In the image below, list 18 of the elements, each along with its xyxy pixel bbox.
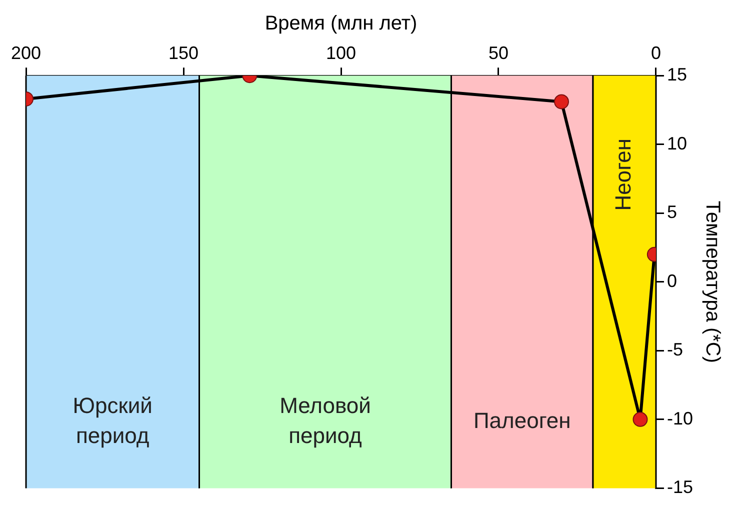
x-tick-label: 50 [488,42,509,63]
band-label: Юрский период [72,393,152,448]
y-tick-label: -5 [666,340,683,360]
y-tick-label: 5 [666,202,677,222]
x-tick-label: 150 [168,42,199,63]
x-tick-label: 100 [326,42,356,63]
y-tick-label: -15 [666,477,693,498]
y-tick-label: 10 [666,133,688,154]
y-axis-title: Температура (*C) [701,200,724,364]
x-axis-title: Время (млн лет) [264,12,418,35]
band-label: Палеоген [473,408,571,434]
y-tick-label: -10 [666,408,693,428]
y-tick-label: 15 [666,64,688,85]
y-tick-label: 0 [666,270,677,291]
x-tick-label: 200 [10,42,42,63]
x-tick-label: 0 [650,42,661,63]
band-label: Неоген [610,138,636,211]
band-label: Меловой период [280,393,371,448]
